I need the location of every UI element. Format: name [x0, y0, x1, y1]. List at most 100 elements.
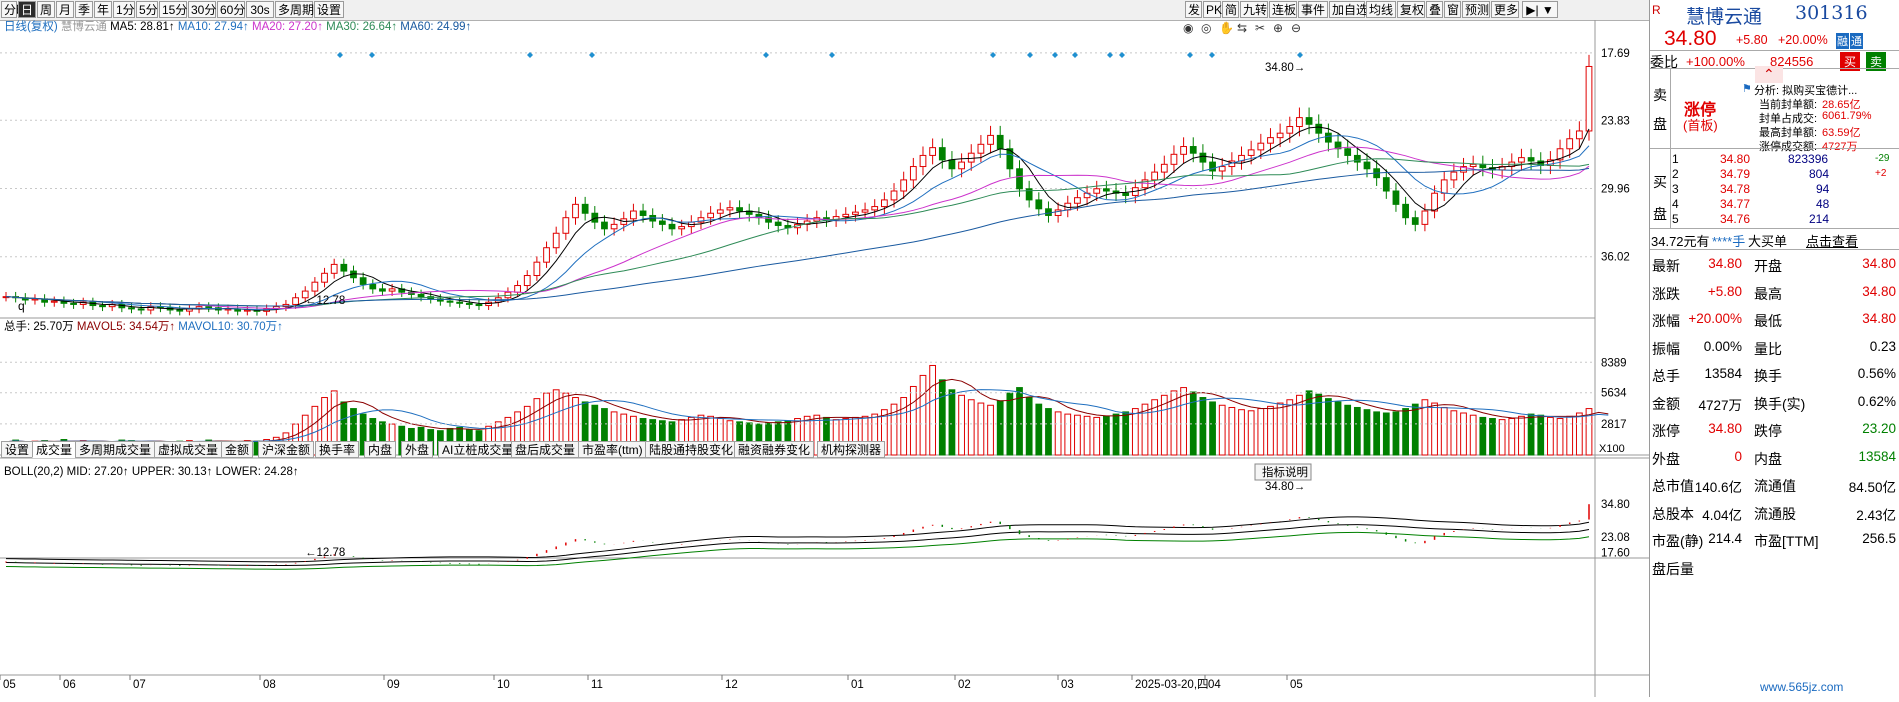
candle — [224, 304, 232, 315]
collapse-icon[interactable]: ⌃ — [1755, 66, 1783, 83]
analysis-text[interactable]: 分析: 拟购买宝德计... — [1754, 85, 1858, 97]
volume-bar — [1508, 418, 1516, 456]
indicator-tab-0[interactable]: 设置 — [1, 441, 34, 458]
volume-bar — [1421, 399, 1429, 456]
volume-bar — [929, 364, 937, 456]
bid-price: 34.77 — [1720, 197, 1751, 211]
toolbar-right-4[interactable]: 连板 — [1269, 1, 1297, 18]
kline-chart-svg[interactable]: 日线(复权) 慧博云通 MA5: 28.81↑ MA10: 27.94↑ MA2… — [0, 19, 1649, 697]
candle — [1382, 169, 1390, 199]
stat-value: 0.00% — [1703, 338, 1742, 354]
candle — [1170, 145, 1178, 173]
candle — [1392, 183, 1400, 212]
buy-button[interactable]: 买 — [1840, 52, 1861, 71]
stat-key: 最新 — [1652, 258, 1680, 274]
indicator-tab-6[interactable]: 换手率 — [315, 441, 360, 458]
toolbar-right-7[interactable]: 均线 — [1366, 1, 1396, 18]
chart-tool-icon[interactable]: ✂ — [1255, 21, 1265, 35]
candle — [147, 302, 155, 315]
toolbar-right-6[interactable]: 加自选 — [1329, 1, 1368, 18]
candle — [745, 203, 753, 222]
toolbar-right-2[interactable]: 简 — [1222, 1, 1239, 18]
toolbar-right-1[interactable]: PK — [1203, 1, 1222, 18]
stat-key: 总股本 — [1652, 505, 1694, 522]
toolbar-right-0[interactable]: 发 — [1185, 1, 1202, 18]
stat-value: 4.04亿 — [1702, 507, 1742, 523]
candle — [1566, 129, 1574, 158]
chart-tool-icon[interactable]: ✋ — [1219, 21, 1234, 35]
indicator-tab-8[interactable]: 外盘 — [401, 441, 434, 458]
view-button[interactable]: 点击查看 — [1806, 234, 1859, 249]
indicator-tab-1[interactable]: 成交量 — [32, 441, 77, 458]
period-tab-2[interactable]: 周 — [37, 1, 55, 18]
stat-value: 34.80 — [1862, 311, 1896, 326]
boll-last-tag: 34.80→ — [1265, 481, 1305, 493]
nav-arrows-icon[interactable]: ▶| ▼ — [1522, 1, 1558, 18]
chart-tool-icon[interactable]: ⊕ — [1273, 21, 1283, 35]
period-tab-13[interactable]: 设置 — [314, 1, 344, 18]
stat-value: 140.6亿 — [1694, 480, 1742, 495]
volume-bar — [909, 385, 917, 456]
volume-bar — [1450, 410, 1458, 456]
volume-bar — [1074, 414, 1081, 456]
candle — [871, 199, 879, 218]
bid-price: 34.79 — [1720, 167, 1751, 181]
period-tab-4[interactable]: 季 — [75, 1, 93, 18]
candle — [99, 301, 106, 312]
period-tab-9[interactable]: 30分 — [188, 1, 216, 18]
indicator-tab-4[interactable]: 金额 — [221, 441, 254, 458]
toolbar-right-9[interactable]: 叠 — [1426, 1, 1443, 18]
bid-qty: 48 — [1816, 197, 1830, 211]
indicator-tab-10[interactable]: 盘后成交量 — [511, 441, 580, 458]
period-tab-12[interactable]: 多周期 — [275, 1, 314, 18]
period-tab-3[interactable]: 月 — [56, 1, 74, 18]
volume-bar — [1556, 418, 1564, 456]
indicator-tab-11[interactable]: 市盈率(ttm) — [578, 441, 647, 458]
chart-tool-icon[interactable]: ◉ — [1183, 21, 1193, 35]
indicator-tab-12[interactable]: 陆股通持股变化 — [645, 441, 738, 458]
indicator-help-button[interactable]: 指标说明 — [1254, 463, 1312, 481]
vol-mavol10: MAVOL10: 30.70万↑ — [178, 321, 283, 333]
sell-button[interactable]: 卖 — [1866, 52, 1887, 71]
candle — [658, 214, 666, 232]
toolbar-right-12[interactable]: 更多 — [1491, 1, 1519, 18]
volume-bar — [1045, 408, 1052, 456]
period-tab-1[interactable]: 日 — [18, 1, 36, 18]
period-tab-7[interactable]: 5分 — [136, 1, 158, 18]
stat-key: 振幅 — [1652, 340, 1680, 357]
candle — [1556, 139, 1564, 169]
bid-level: 4 — [1672, 197, 1679, 211]
chart-tool-icon[interactable]: ⇆ — [1237, 21, 1247, 35]
chart-tool-icon[interactable]: ⊖ — [1291, 21, 1301, 35]
indicator-tab-7[interactable]: 内盘 — [364, 441, 397, 458]
volume-bar — [1392, 411, 1400, 456]
stat-value: 0.23 — [1869, 338, 1896, 354]
bid-price: 34.78 — [1720, 182, 1751, 196]
kline-chart-area[interactable]: 日线(复权) 慧博云通 MA5: 28.81↑ MA10: 27.94↑ MA2… — [0, 19, 1649, 697]
toolbar-right-11[interactable]: 预测 — [1462, 1, 1490, 18]
period-tab-10[interactable]: 60分 — [217, 1, 245, 18]
period-tab-5[interactable]: 年 — [94, 1, 112, 18]
period-tab-11[interactable]: 30s — [246, 1, 274, 18]
volume-bar — [890, 403, 898, 456]
indicator-tab-9[interactable]: AI立桩成交量 — [438, 441, 518, 458]
indicator-tab-2[interactable]: 多周期成交量 — [75, 441, 156, 458]
period-tab-8[interactable]: 15分 — [159, 1, 187, 18]
indicator-tab-14[interactable]: 机构探测器 — [817, 441, 886, 458]
period-tab-6[interactable]: 1分 — [113, 1, 135, 18]
volume-bar — [1537, 414, 1545, 456]
vol-axis-label: 2817 — [1601, 419, 1627, 431]
indicator-tab-13[interactable]: 融资融券变化 — [734, 441, 815, 458]
indicator-tab-3[interactable]: 虚拟成交量 — [154, 441, 223, 458]
period-tab-0[interactable]: 分时 — [1, 1, 28, 18]
volume-bar — [1518, 415, 1525, 456]
toolbar-right-10[interactable]: 窗 — [1444, 1, 1461, 18]
toolbar-right-3[interactable]: 九转 — [1240, 1, 1268, 18]
candle — [1025, 180, 1033, 208]
candle — [697, 210, 705, 230]
toolbar-right-5[interactable]: 事件 — [1298, 1, 1328, 18]
candle — [398, 283, 406, 298]
indicator-tab-5[interactable]: 沪深金额 — [258, 441, 315, 458]
chart-tool-icon[interactable]: ◎ — [1201, 21, 1211, 35]
toolbar-right-8[interactable]: 复权 — [1397, 1, 1425, 18]
